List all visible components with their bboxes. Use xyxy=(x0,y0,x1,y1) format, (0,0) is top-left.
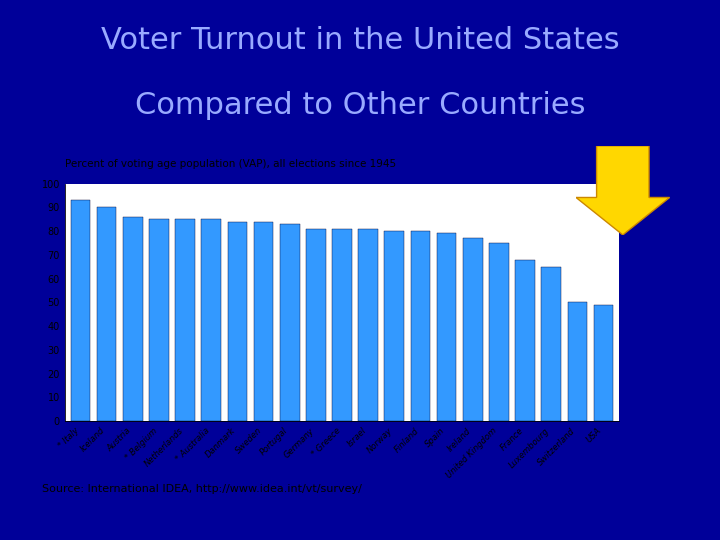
Bar xyxy=(489,243,509,421)
Bar xyxy=(202,219,221,421)
Bar xyxy=(359,229,378,421)
Bar xyxy=(410,231,431,421)
Bar xyxy=(567,302,588,421)
Polygon shape xyxy=(576,146,670,235)
Bar xyxy=(516,260,535,421)
Bar xyxy=(175,219,195,421)
Bar xyxy=(96,207,117,421)
Bar xyxy=(332,229,352,421)
Bar xyxy=(541,267,561,421)
Text: Source: International IDEA, http://www.idea.int/vt/survey/: Source: International IDEA, http://www.i… xyxy=(42,484,362,494)
Bar xyxy=(228,221,247,421)
Text: Voter Turnout in the United States: Voter Turnout in the United States xyxy=(101,26,619,55)
Bar xyxy=(306,229,325,421)
Bar xyxy=(71,200,90,421)
Bar xyxy=(280,224,300,421)
Bar xyxy=(149,219,168,421)
Text: Compared to Other Countries: Compared to Other Countries xyxy=(135,91,585,120)
Bar xyxy=(123,217,143,421)
Text: Percent of voting age population (VAP), all elections since 1945: Percent of voting age population (VAP), … xyxy=(65,159,396,170)
Bar xyxy=(384,231,404,421)
Bar xyxy=(437,233,456,421)
Bar xyxy=(253,221,274,421)
Bar xyxy=(594,305,613,421)
Bar xyxy=(463,238,482,421)
